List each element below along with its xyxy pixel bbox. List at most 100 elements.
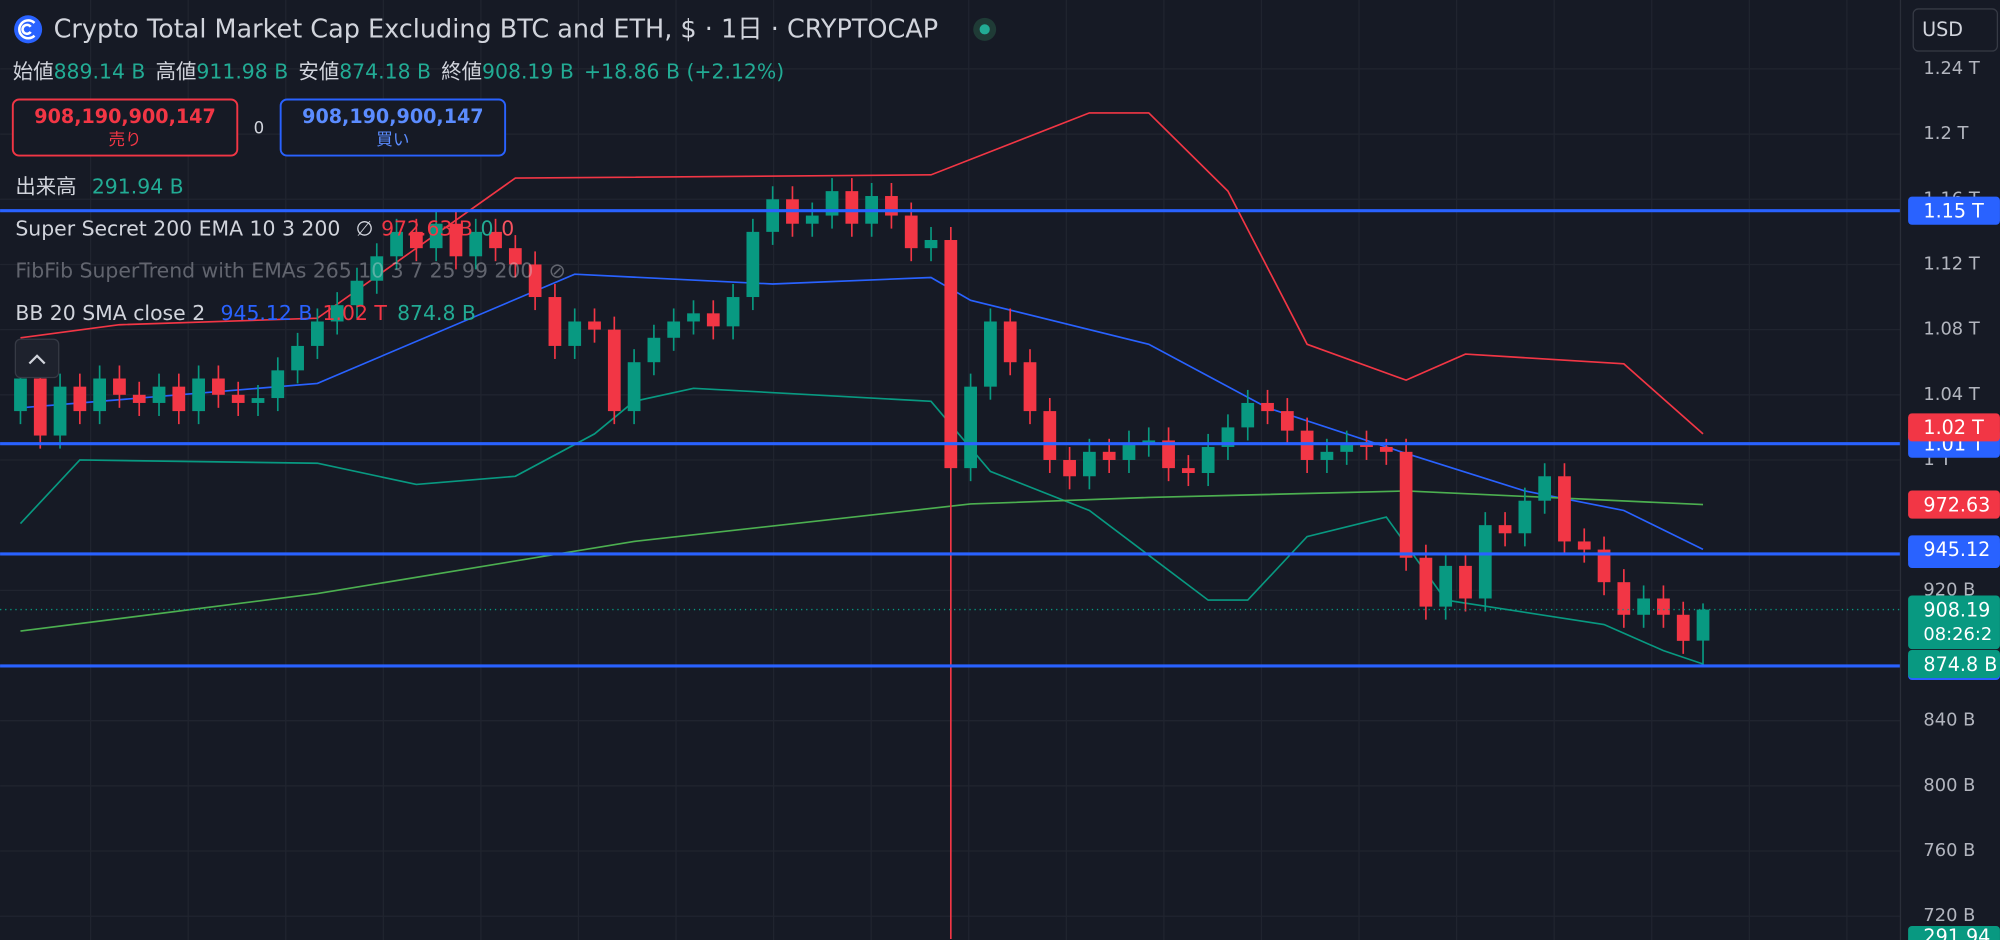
- last-price-label: 908.19: [1923, 598, 1990, 621]
- y-tick-label: 840 B: [1923, 710, 1975, 731]
- indicator-row: FibFib SuperTrend with EMAs 265 10 3 7 2…: [15, 259, 565, 283]
- sell-label[interactable]: 売り: [108, 130, 141, 149]
- chevron-up[interactable]: [28, 354, 46, 365]
- volume-label-box: [1908, 925, 2000, 940]
- candle-body: [449, 223, 463, 257]
- currency[interactable]: USD: [1922, 18, 1963, 41]
- sell-price[interactable]: 908,190,900,147: [34, 105, 215, 128]
- hide-icon: ∅: [356, 217, 374, 241]
- candle-body: [271, 370, 285, 399]
- ohlc-label: 終値: [441, 60, 482, 84]
- y-tick-label: 760 B: [1923, 840, 1975, 861]
- buy-box[interactable]: [279, 98, 507, 157]
- candle-body: [1083, 451, 1096, 477]
- y-tick-label: 1.24 T: [1923, 58, 1979, 79]
- candle-body: [231, 394, 245, 403]
- change: +18.86 B (+2.12%): [584, 60, 784, 84]
- ohlc-row: 始値889.14 B 高値911.98 B 安値874.18 B 終値908.19 B…: [13, 60, 784, 84]
- title: Crypto Total Market Cap Excluding BTC an…: [54, 15, 939, 45]
- candle-body: [1063, 459, 1076, 477]
- indicator-value: 874.8 B: [397, 301, 476, 325]
- candle-body: [291, 345, 304, 371]
- candle-body: [687, 313, 700, 322]
- candle-body: [93, 378, 107, 412]
- candle-body: [311, 321, 324, 346]
- currency-box[interactable]: [1912, 8, 1999, 52]
- candle-body: [924, 240, 938, 249]
- candle-body: [1439, 565, 1453, 607]
- currency-button[interactable]: USD: [1912, 8, 1999, 52]
- indicator-name: FibFib SuperTrend with EMAs 265 10 3 7 2…: [15, 259, 533, 283]
- candle-body: [192, 378, 205, 412]
- candle-body: [885, 196, 898, 216]
- candle-body: [73, 386, 87, 412]
- indicator-name: BB 20 SMA close 2: [15, 301, 205, 325]
- collapse-box[interactable]: [14, 338, 60, 379]
- price-label: 874.8 B: [1923, 653, 1997, 676]
- indicator-value: 972.63 B: [381, 217, 473, 241]
- candle-body: [132, 394, 146, 403]
- indicator-row: BB 20 SMA close 2 945.12 B 1.02 T 874.8 B: [15, 301, 476, 325]
- y-tick-label: 920 B: [1923, 579, 1975, 600]
- candle-body: [805, 215, 819, 224]
- candle-body: [1518, 500, 1532, 534]
- candle-body: [588, 321, 601, 330]
- y-tick-label: 800 B: [1923, 775, 1975, 796]
- buy-price[interactable]: 908,190,900,147: [302, 105, 483, 128]
- candle-body: [350, 280, 364, 306]
- candle-body: [1261, 402, 1274, 412]
- candle-body: [1637, 598, 1651, 615]
- candle-body: [746, 231, 760, 298]
- candle-body: [1142, 440, 1156, 444]
- sell-box[interactable]: [11, 98, 239, 157]
- candle-body: [1023, 362, 1037, 412]
- buy-button[interactable]: 908,190,900,147 買い: [279, 98, 507, 157]
- candle-body: [944, 240, 958, 469]
- candle-body: [1300, 430, 1314, 460]
- indicator-value: 1.02 T: [323, 301, 388, 325]
- candle-body: [984, 321, 997, 387]
- candle-body: [1122, 443, 1136, 460]
- indicator-value: 0: [481, 217, 494, 241]
- y-tick-label: 1.2 T: [1923, 123, 1968, 144]
- candle-body: [508, 248, 522, 265]
- countdown: 08:26:2: [1923, 624, 1992, 645]
- candle-body: [528, 264, 542, 298]
- ohlc-label: 安値: [298, 60, 339, 84]
- collapse-button[interactable]: [14, 338, 60, 379]
- candle-body: [1657, 598, 1670, 615]
- candle-body: [14, 378, 27, 412]
- buy-label[interactable]: 買い: [376, 130, 409, 149]
- candle-body: [1498, 525, 1512, 534]
- legend: Crypto Total Market Cap Excluding BTC an…: [11, 15, 997, 379]
- candle-body: [251, 398, 265, 403]
- candle-body: [1577, 541, 1591, 550]
- candle-body: [1221, 427, 1235, 447]
- candle-body: [212, 378, 225, 395]
- hidden-eye-icon: ⊘: [549, 259, 566, 283]
- candle-body: [1399, 451, 1413, 558]
- candle-body: [667, 321, 681, 338]
- candle-body: [1340, 443, 1354, 452]
- candle-body: [152, 386, 166, 403]
- y-tick-label: 1.08 T: [1923, 319, 1979, 340]
- candle-body: [1558, 476, 1571, 542]
- price-label: 1.02 T: [1923, 416, 1984, 439]
- logo-glyph: [18, 19, 36, 40]
- sell-button[interactable]: 908,190,900,147 売り: [11, 98, 239, 157]
- candle-body: [33, 378, 47, 436]
- candle-body: [1538, 476, 1552, 501]
- candle-body: [726, 297, 740, 327]
- candle-body: [964, 386, 977, 469]
- candle-body: [845, 191, 859, 224]
- candle-body: [1162, 440, 1175, 469]
- candle-body: [1379, 446, 1393, 452]
- price-label: 972.63: [1923, 493, 1990, 516]
- indicator-name: Super Secret 200 EMA 10 3 200: [15, 217, 340, 241]
- candle-body: [1003, 321, 1017, 363]
- level-label: 1.15 T: [1923, 199, 1984, 222]
- price-label: 945.12: [1923, 538, 1990, 561]
